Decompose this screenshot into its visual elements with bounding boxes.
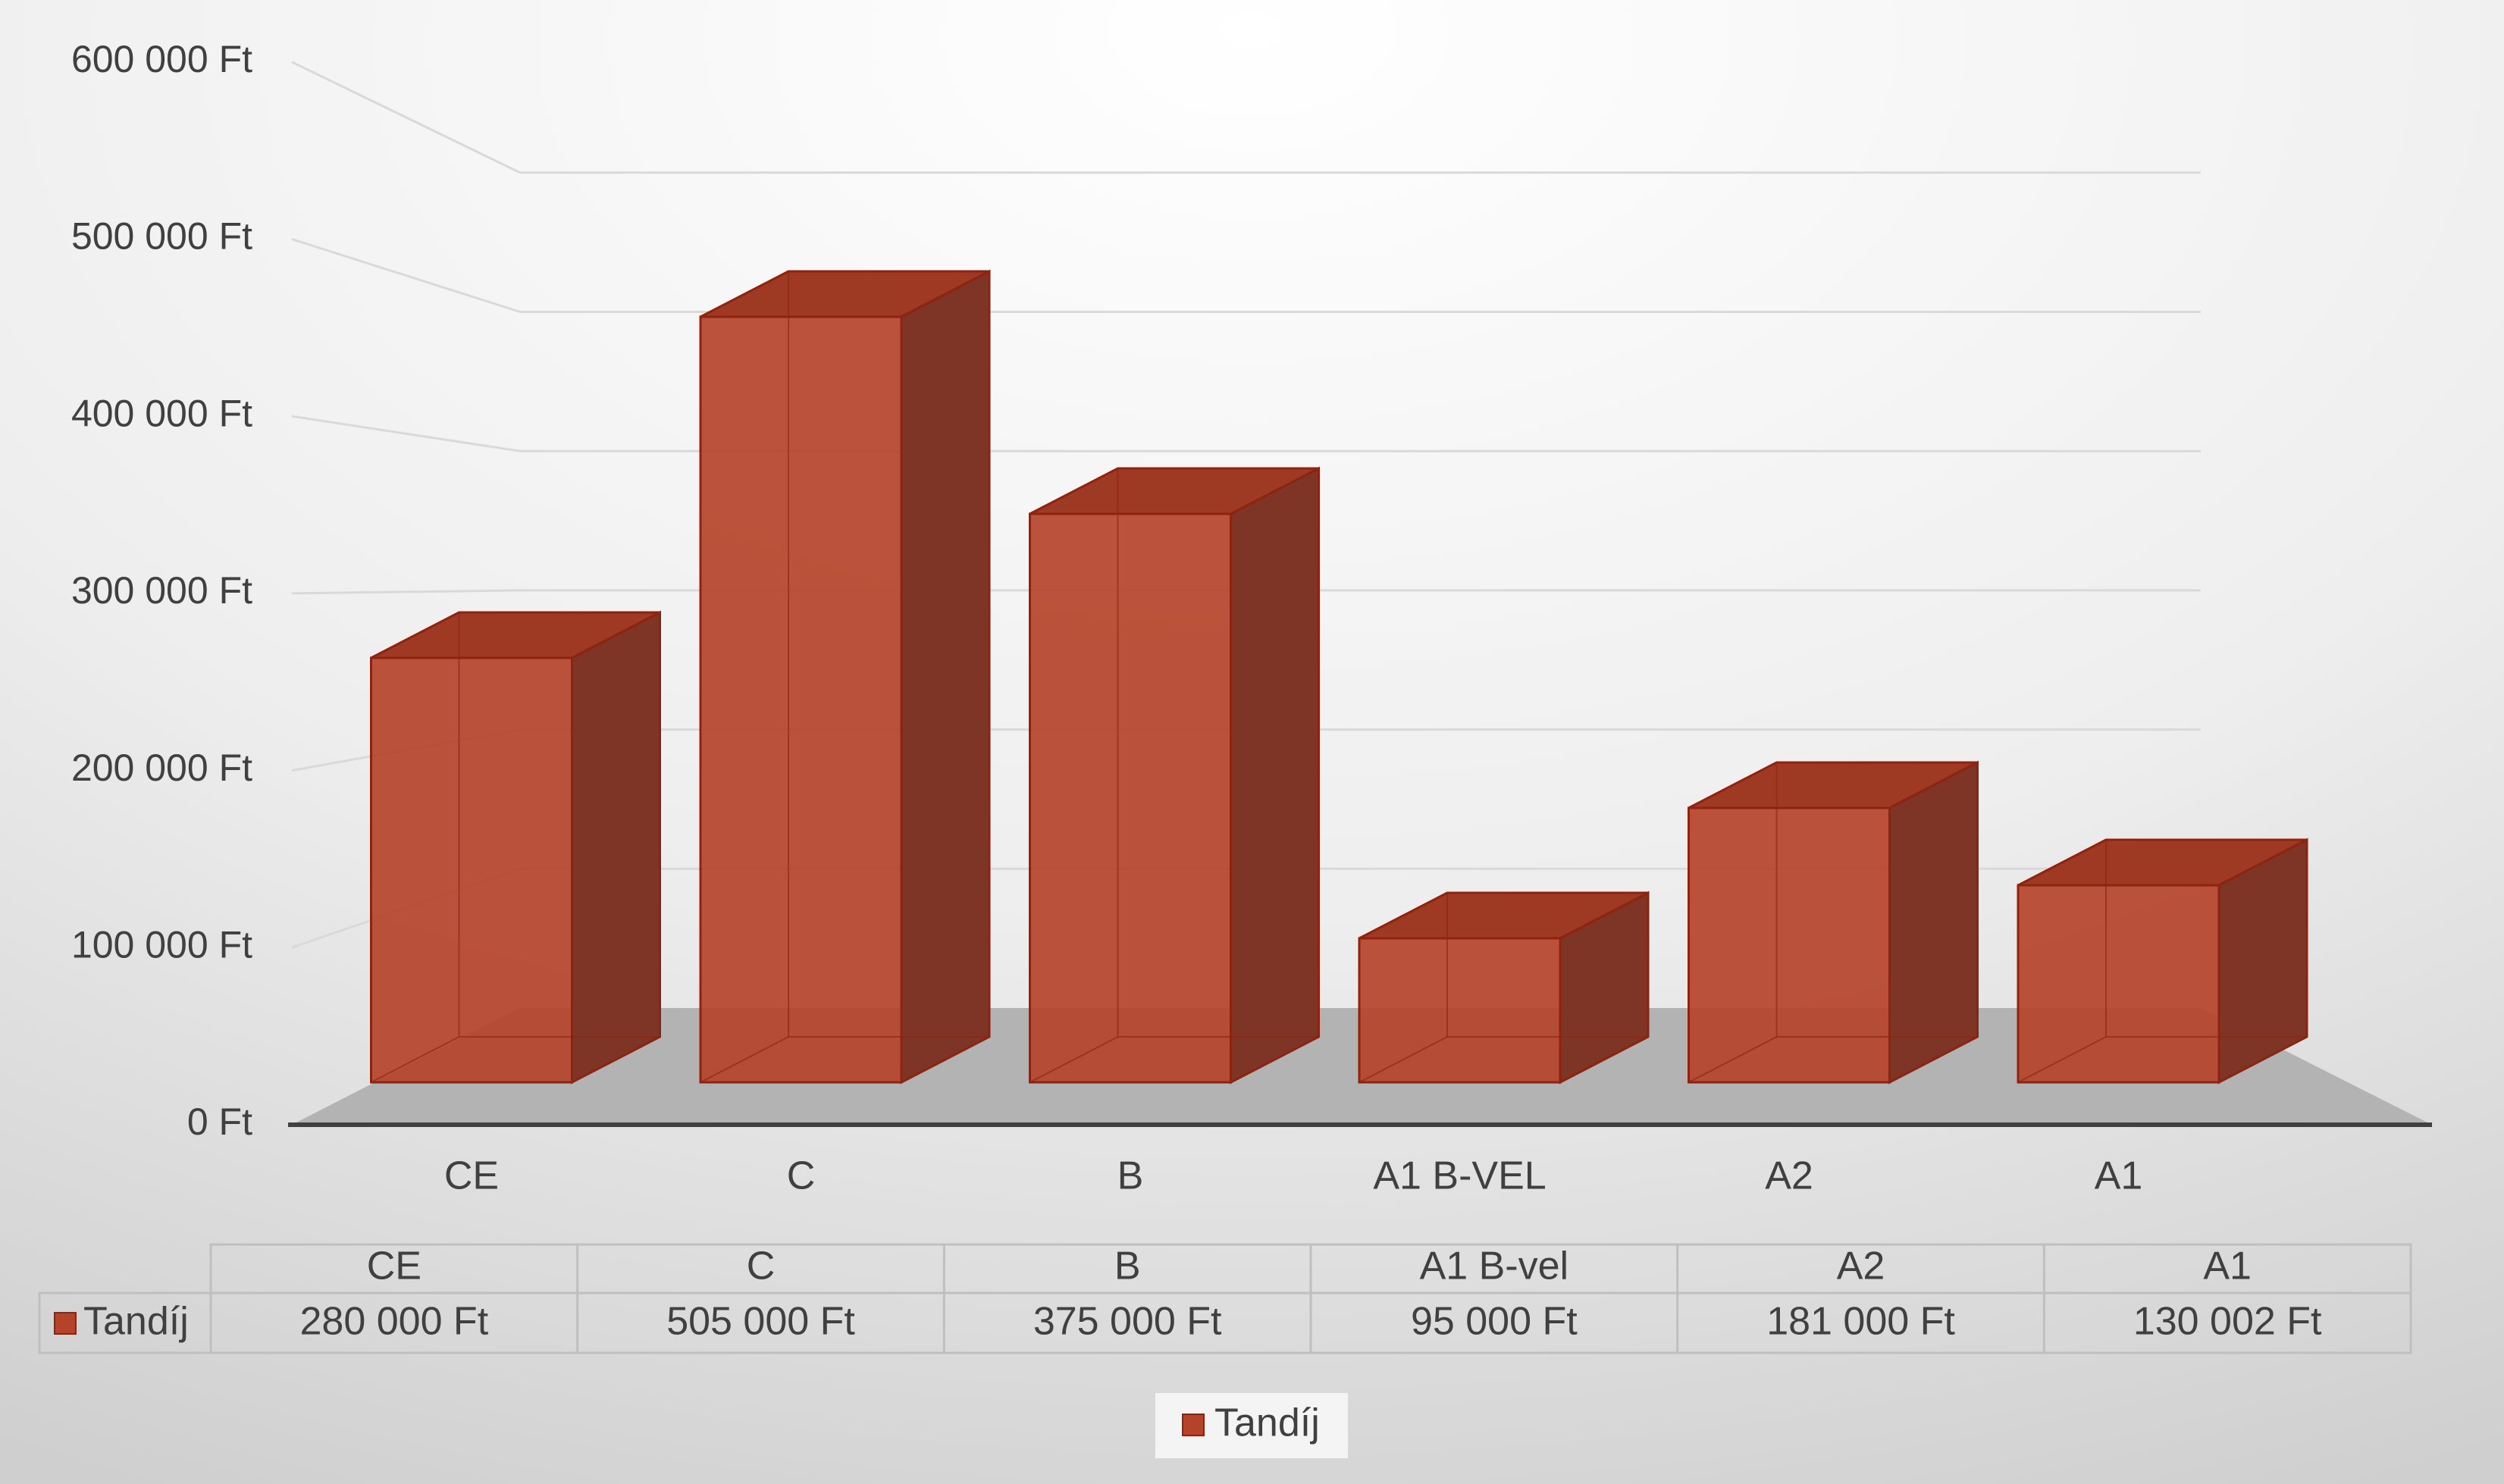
y-tick-label: 100 000 Ft [71, 924, 252, 966]
bar-side [571, 610, 661, 1085]
table-header-cell: CE [367, 1244, 422, 1288]
bar-inner-edge [2017, 1036, 2107, 1083]
table-header-cell: A2 [1837, 1244, 1885, 1288]
data-table: CE 280 000 Ft C 505 000 Ft B 375 000 Ft A1 B-v… [38, 1243, 2412, 1354]
bar-front [370, 656, 573, 1084]
bar-c [699, 269, 991, 1085]
gridline-side [291, 589, 521, 595]
bar-inner-edge [371, 1036, 459, 1083]
table-header-cell: A1 B-vel [1420, 1244, 1569, 1288]
x-tick-label: C [787, 1154, 816, 1198]
bar-front [1688, 806, 1891, 1084]
table-value-cell: 95 000 Ft [1411, 1300, 1578, 1344]
bar-inner-edge [1688, 1036, 1777, 1083]
y-tick-label: 500 000 Ft [71, 215, 252, 258]
table-header-cell: B [1114, 1244, 1141, 1288]
bar-front [699, 315, 903, 1084]
bar-a2 [1688, 760, 1979, 1085]
bars [370, 269, 2308, 1085]
table-value-cell: 375 000 Ft [1033, 1300, 1222, 1344]
bar-b [1029, 466, 1320, 1085]
bar-ce [370, 610, 661, 1085]
bar-a1-b-vel [1358, 891, 1650, 1085]
gridline-side [291, 61, 521, 174]
legend-swatch [1182, 1414, 1205, 1436]
table-value-cell: 280 000 Ft [300, 1300, 489, 1344]
table-series-name: Tandíj [83, 1300, 189, 1344]
table-series-swatch [54, 1312, 77, 1335]
x-tick-label: CE [444, 1154, 499, 1198]
x-tick-label: A2 [1765, 1154, 1813, 1198]
y-tick-label: 0 Ft [187, 1100, 252, 1143]
y-tick-label: 400 000 Ft [71, 392, 252, 434]
table-legend-cell [38, 1291, 212, 1354]
y-axis-labels: 0 Ft 100 000 Ft 200 000 Ft 300 000 Ft 400 00… [71, 38, 252, 1143]
table-value-cell: 130 002 Ft [2133, 1300, 2322, 1344]
table-header-cell: A1 [2203, 1244, 2252, 1288]
bar-side [1230, 466, 1320, 1085]
bar-front [1029, 512, 1232, 1084]
bar-inner-edge [1029, 1036, 1118, 1083]
bar-side [1888, 760, 1979, 1085]
table-header-cell: C [747, 1244, 776, 1288]
bar-inner-edge [700, 1036, 789, 1083]
y-tick-label: 300 000 Ft [71, 569, 252, 612]
x-tick-label: B [1117, 1154, 1144, 1198]
bar-side [900, 269, 991, 1085]
gridline-side [291, 238, 521, 313]
bar-a1 [2017, 837, 2308, 1085]
legend-label: Tandíj [1214, 1401, 1320, 1445]
table-value-cell: 505 000 Ft [666, 1300, 855, 1344]
x-tick-label: A1 B-VEL [1373, 1154, 1546, 1198]
bar-front [1358, 937, 1562, 1084]
y-tick-label: 600 000 Ft [71, 38, 252, 80]
x-tick-label: A1 [2095, 1154, 2143, 1198]
y-tick-label: 200 000 Ft [71, 747, 252, 789]
table-value-cell: 181 000 Ft [1766, 1300, 1955, 1344]
legend: Tandíj [1155, 1393, 1348, 1458]
bar-inner-edge [1359, 1036, 1448, 1083]
bar-front [2017, 884, 2220, 1084]
gridline-side [291, 415, 521, 452]
